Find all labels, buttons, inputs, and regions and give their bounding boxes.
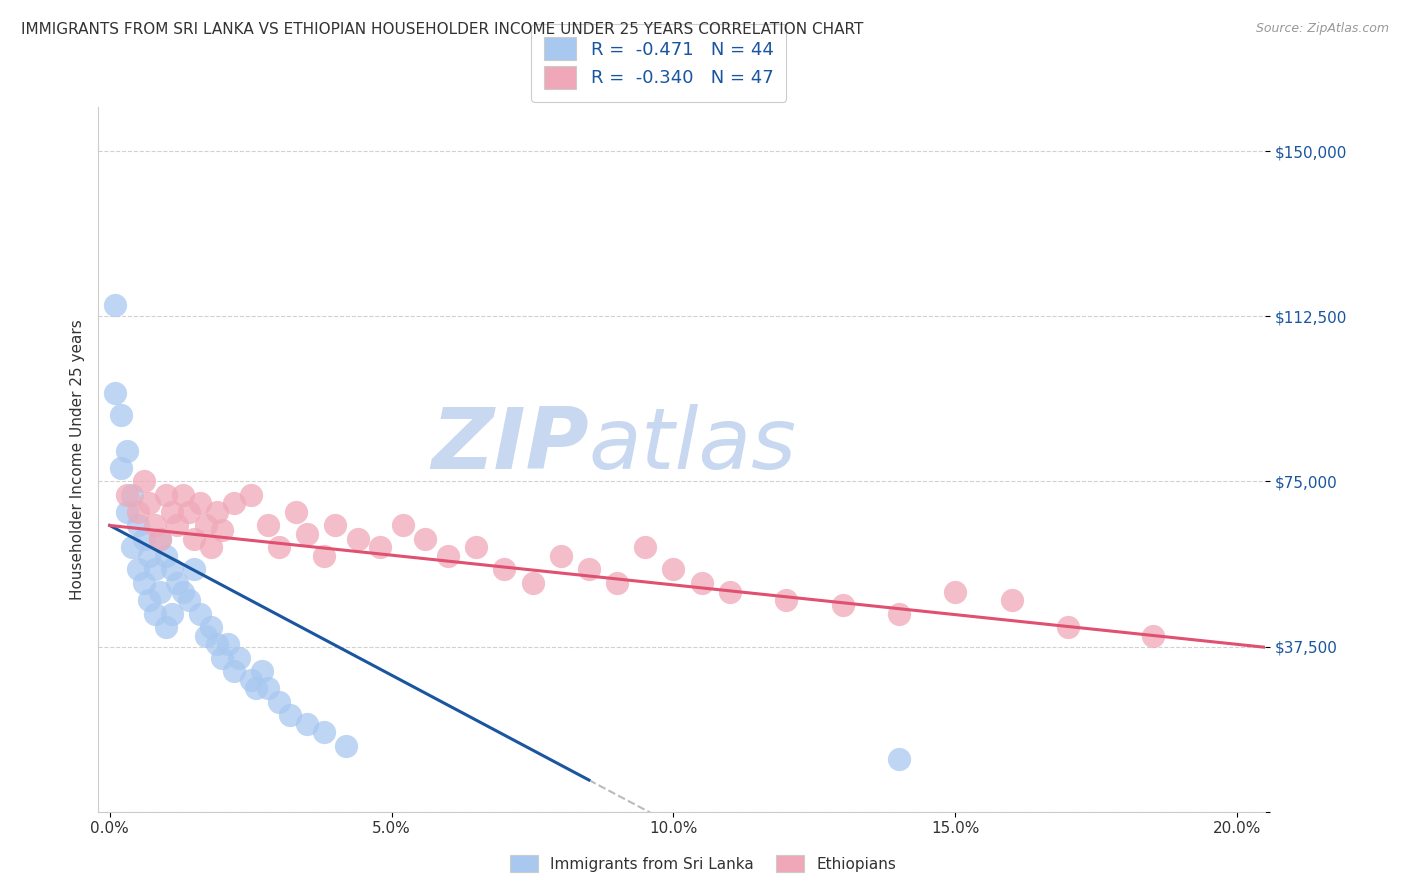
Point: [110, 461, 132, 475]
Point: [312, 725, 335, 739]
Point: [127, 562, 149, 576]
Point: [200, 541, 222, 555]
Point: [239, 487, 262, 501]
Point: [183, 562, 205, 576]
Point: [217, 637, 239, 651]
Point: [887, 752, 910, 766]
Point: [284, 505, 307, 519]
Point: [323, 518, 346, 533]
Y-axis label: Householder Income Under 25 years: Householder Income Under 25 years: [69, 319, 84, 599]
Point: [578, 562, 600, 576]
Point: [172, 584, 194, 599]
Point: [250, 664, 273, 678]
Point: [177, 505, 200, 519]
Point: [183, 532, 205, 546]
Point: [104, 298, 127, 312]
Point: [132, 575, 155, 590]
Point: [256, 518, 278, 533]
Point: [775, 593, 797, 607]
Point: [256, 681, 278, 696]
Point: [200, 620, 222, 634]
Point: [211, 650, 233, 665]
Legend: R =  -0.471   N = 44, R =  -0.340   N = 47: R = -0.471 N = 44, R = -0.340 N = 47: [531, 24, 786, 102]
Point: [149, 532, 172, 546]
Point: [127, 518, 149, 533]
Point: [228, 650, 250, 665]
Point: [335, 739, 357, 753]
Point: [177, 593, 200, 607]
Point: [132, 475, 155, 489]
Point: [205, 637, 228, 651]
Point: [211, 523, 233, 537]
Point: [132, 532, 155, 546]
Point: [160, 607, 183, 621]
Point: [1057, 620, 1080, 634]
Point: [160, 562, 183, 576]
Point: [239, 673, 262, 687]
Point: [143, 562, 166, 576]
Point: [690, 575, 713, 590]
Point: [143, 518, 166, 533]
Point: [278, 707, 301, 722]
Point: [222, 664, 245, 678]
Point: [155, 549, 177, 564]
Text: ZIP: ZIP: [430, 404, 589, 487]
Point: [465, 541, 488, 555]
Point: [121, 487, 143, 501]
Point: [606, 575, 628, 590]
Point: [194, 518, 217, 533]
Point: [1001, 593, 1024, 607]
Point: [887, 607, 910, 621]
Point: [634, 541, 657, 555]
Point: [267, 695, 290, 709]
Point: [110, 409, 132, 423]
Point: [188, 607, 211, 621]
Point: [312, 549, 335, 564]
Legend: Immigrants from Sri Lanka, Ethiopians: Immigrants from Sri Lanka, Ethiopians: [502, 847, 904, 880]
Text: Source: ZipAtlas.com: Source: ZipAtlas.com: [1256, 22, 1389, 36]
Point: [494, 562, 516, 576]
Point: [522, 575, 544, 590]
Point: [245, 681, 267, 696]
Point: [943, 584, 966, 599]
Point: [149, 532, 172, 546]
Point: [115, 487, 138, 501]
Point: [166, 575, 188, 590]
Point: [121, 541, 143, 555]
Point: [550, 549, 572, 564]
Point: [115, 505, 138, 519]
Point: [149, 584, 172, 599]
Point: [662, 562, 685, 576]
Point: [155, 487, 177, 501]
Point: [295, 527, 318, 541]
Point: [415, 532, 437, 546]
Point: [138, 549, 160, 564]
Point: [222, 496, 245, 510]
Point: [104, 386, 127, 401]
Point: [718, 584, 741, 599]
Point: [831, 598, 853, 612]
Point: [138, 496, 160, 510]
Point: [143, 607, 166, 621]
Text: atlas: atlas: [589, 404, 797, 487]
Point: [295, 716, 318, 731]
Point: [115, 443, 138, 458]
Point: [267, 541, 290, 555]
Point: [166, 518, 188, 533]
Point: [346, 532, 368, 546]
Point: [127, 505, 149, 519]
Point: [205, 505, 228, 519]
Point: [188, 496, 211, 510]
Point: [1142, 628, 1164, 642]
Text: IMMIGRANTS FROM SRI LANKA VS ETHIOPIAN HOUSEHOLDER INCOME UNDER 25 YEARS CORRELA: IMMIGRANTS FROM SRI LANKA VS ETHIOPIAN H…: [21, 22, 863, 37]
Point: [155, 620, 177, 634]
Point: [368, 541, 391, 555]
Point: [392, 518, 415, 533]
Point: [194, 628, 217, 642]
Point: [437, 549, 460, 564]
Point: [138, 593, 160, 607]
Point: [160, 505, 183, 519]
Point: [172, 487, 194, 501]
